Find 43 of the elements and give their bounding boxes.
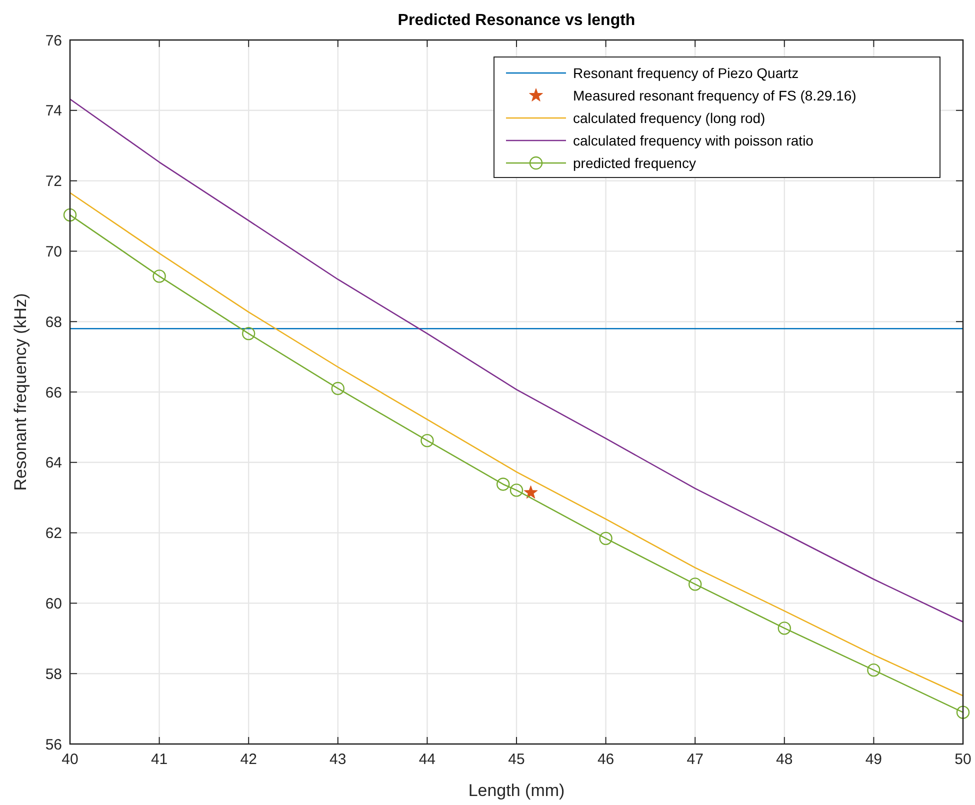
- y-tick-label: 62: [45, 525, 62, 542]
- y-tick-label: 68: [45, 314, 62, 331]
- x-tick-label: 41: [150, 751, 168, 768]
- point: [956, 706, 970, 719]
- x-tick-label: 40: [62, 751, 78, 768]
- x-tick-label: 42: [240, 751, 257, 768]
- point: [496, 478, 510, 491]
- x-axis-title: Length (mm): [468, 781, 565, 800]
- x-tick-label: 45: [508, 751, 525, 768]
- y-tick-label: 72: [45, 173, 62, 190]
- point: [420, 434, 434, 448]
- y-tick-label: 58: [45, 666, 62, 683]
- legend-label: calculated frequency (long rod): [573, 110, 766, 126]
- legend-label: calculated frequency with poisson ratio: [573, 132, 814, 148]
- x-tick-label: 44: [418, 751, 436, 768]
- y-tick-label: 76: [45, 32, 62, 50]
- x-tick-label: 46: [597, 751, 614, 768]
- point: [599, 532, 612, 546]
- y-axis-title: Resonant frequency (kHz): [11, 293, 30, 491]
- y-tick-label: 70: [45, 243, 62, 260]
- legend-label: Resonant frequency of Piezo Quartz: [573, 64, 799, 81]
- point: [63, 208, 77, 222]
- y-tick-label: 64: [45, 454, 62, 472]
- y-tick-label: 56: [45, 736, 62, 754]
- y-tick-label: 74: [45, 102, 62, 120]
- y-tick-label: 60: [45, 595, 62, 612]
- point: [778, 622, 791, 635]
- x-tick-label: 50: [954, 751, 972, 768]
- point: [331, 382, 344, 396]
- x-tick-label: 43: [330, 751, 346, 768]
- point: [510, 484, 524, 497]
- x-tick-label: 47: [686, 751, 704, 768]
- point: [242, 326, 256, 340]
- point: [867, 663, 880, 677]
- x-tick-label: 48: [776, 751, 793, 768]
- point: [152, 270, 166, 283]
- point: [688, 578, 702, 591]
- x-tick-label: 49: [865, 751, 882, 768]
- chart-title: Predicted Resonance vs length: [398, 12, 636, 29]
- point: [524, 485, 538, 499]
- y-tick-label: 66: [45, 384, 62, 402]
- legend-label: predicted frequency: [573, 154, 696, 171]
- legend-label: Measured resonant frequency of FS (8.29.16): [573, 87, 856, 104]
